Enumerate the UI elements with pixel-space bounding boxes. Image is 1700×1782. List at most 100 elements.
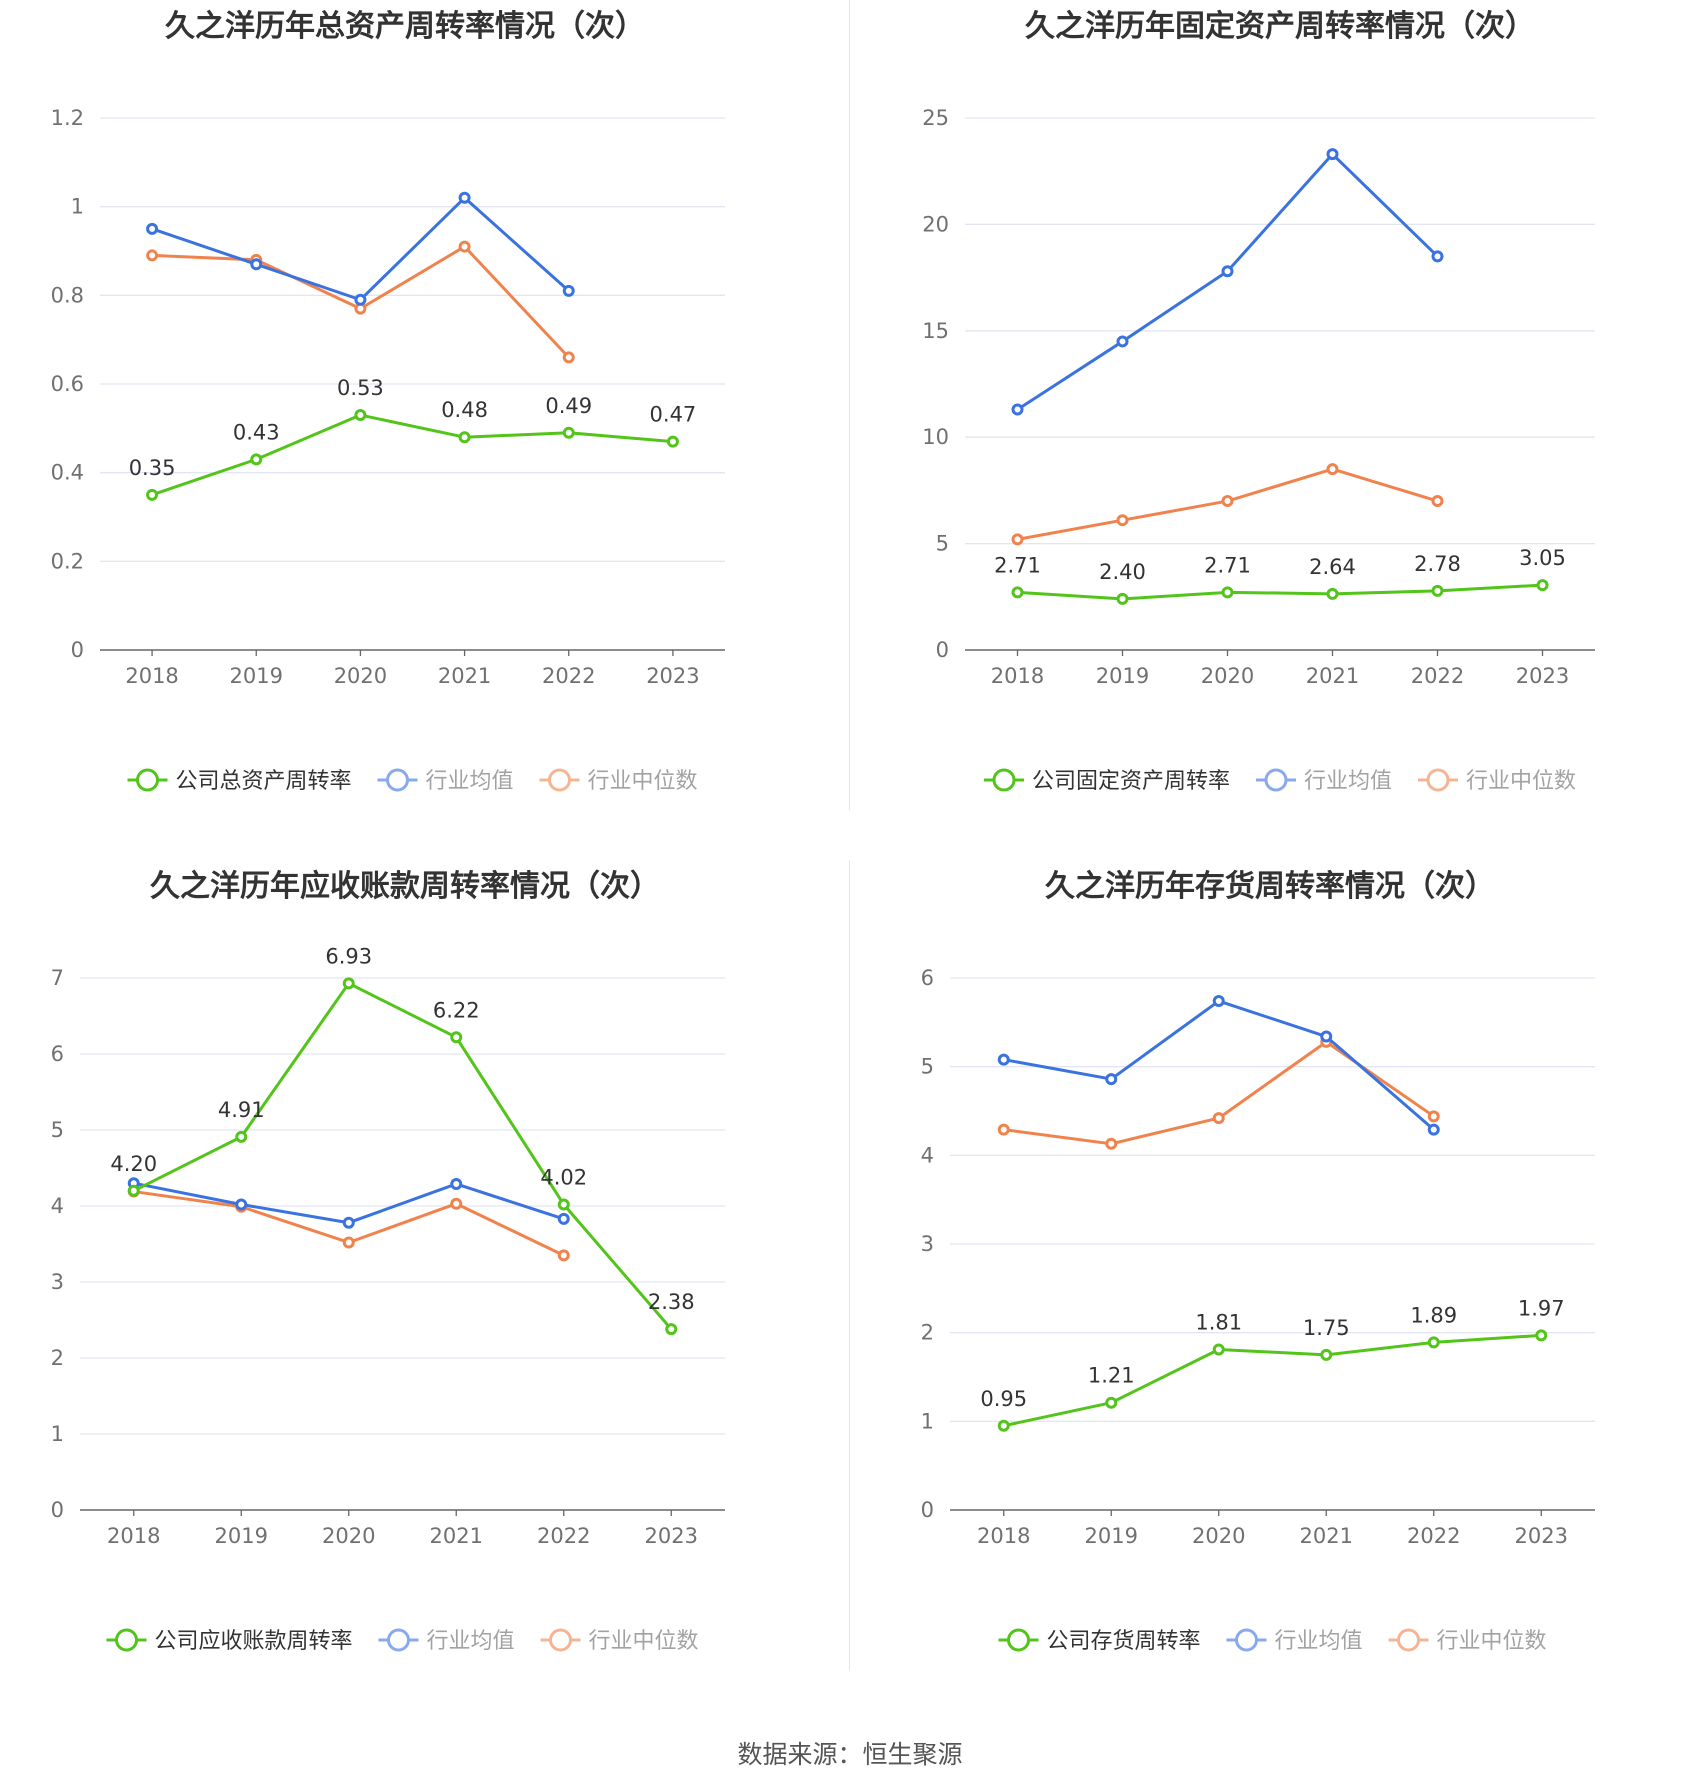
y-tick-label: 4 — [921, 1143, 934, 1167]
legend-circle-icon — [387, 1628, 410, 1652]
legend-item-median: 行业中位数 — [1418, 768, 1576, 794]
x-tick-label: 2023 — [645, 1524, 698, 1548]
data-point-company — [1535, 1329, 1548, 1342]
data-point-company — [557, 1198, 570, 1211]
data-point-avg — [354, 293, 367, 306]
x-tick-label: 2018 — [991, 664, 1044, 688]
data-point-median — [1431, 495, 1444, 508]
legend-circle-icon — [1007, 1628, 1030, 1652]
y-tick-label: 10 — [922, 425, 949, 449]
legend-circle-icon — [992, 768, 1016, 792]
legend-item-median: 行业中位数 — [540, 1628, 699, 1654]
y-tick-label: 25 — [922, 106, 949, 130]
x-tick-label: 2022 — [537, 1524, 590, 1548]
data-point-company — [1011, 586, 1024, 599]
data-point-company — [1116, 592, 1129, 605]
chart-total-asset-turnover: 久之洋历年总资产周转率情况（次） 0 0.2 0.4 0.6 0.8 1 1.2 2018 201… — [51, 9, 725, 794]
data-point-median — [1326, 463, 1339, 476]
data-label: 1.97 — [1518, 1296, 1565, 1320]
x-tick-label: 2021 — [1300, 1524, 1353, 1548]
data-label: 0.47 — [650, 403, 697, 427]
y-tick-label: 0 — [71, 638, 84, 662]
y-tick-label: 0.4 — [51, 461, 84, 485]
data-point-company — [342, 977, 355, 990]
data-label: 2.38 — [648, 1290, 695, 1314]
legend-item-company: 公司应收账款周转率 — [106, 1628, 353, 1654]
y-tick-label: 7 — [51, 966, 64, 990]
legend-item-avg: 行业均值 — [378, 1628, 515, 1654]
legend-circle-icon — [549, 1628, 572, 1652]
data-point-company — [1427, 1336, 1440, 1349]
data-point-avg — [1221, 265, 1234, 278]
data-point-company — [1105, 1396, 1118, 1409]
legend-circle-icon — [548, 768, 571, 792]
data-point-avg — [450, 1177, 463, 1190]
data-point-company — [666, 435, 679, 448]
data-point-company — [146, 488, 159, 501]
data-point-company — [250, 453, 263, 466]
data-point-company — [997, 1419, 1010, 1432]
legend: 公司应收账款周转率 行业均值 行业中位数 — [106, 1628, 699, 1654]
y-tick-label: 3 — [921, 1232, 934, 1256]
data-point-median — [557, 1249, 570, 1262]
data-label: 6.93 — [325, 944, 372, 968]
data-point-company — [235, 1130, 248, 1143]
legend-circle-icon — [1264, 768, 1288, 792]
chart-panel-fixed-asset-turnover: 久之洋历年固定资产周转率情况（次） 0 5 10 15 20 25 2018 2019 2020 2… — [850, 0, 1700, 860]
series-line-company — [1003, 1333, 1542, 1428]
series-line-avg — [151, 196, 570, 302]
y-tick-label: 1.2 — [51, 106, 84, 130]
data-label: 1.81 — [1195, 1311, 1242, 1335]
y-tick-label: 1 — [921, 1409, 934, 1433]
x-tick-label: 2023 — [1515, 1524, 1568, 1548]
data-point-company — [354, 409, 367, 422]
y-tick-label: 1 — [51, 1422, 64, 1446]
data-point-median — [1116, 514, 1129, 527]
legend-circle-icon — [1397, 1628, 1420, 1652]
y-tick-label: 3 — [51, 1270, 64, 1294]
y-tick-label: 0.8 — [51, 283, 84, 307]
legend-label: 行业中位数 — [588, 769, 698, 794]
legend-item-median: 行业中位数 — [539, 768, 698, 794]
x-tick-label: 2021 — [438, 664, 491, 688]
series-line-avg — [1003, 999, 1435, 1131]
data-point-median — [1427, 1110, 1440, 1123]
legend-circle-icon — [386, 768, 409, 792]
legend-circle-icon — [115, 1628, 138, 1652]
legend-item-company: 公司固定资产周转率 — [984, 768, 1230, 794]
data-label: 6.22 — [433, 998, 480, 1022]
series-line-avg — [1016, 152, 1439, 411]
y-tick-label: 6 — [51, 1042, 64, 1066]
chart-panel-inventory-turnover: 久之洋历年存货周转率情况（次） 0 1 2 3 4 5 6 2018 2019 2020 2021 20… — [850, 860, 1700, 1720]
legend-item-avg: 行业均值 — [1226, 1628, 1363, 1654]
data-label: 4.20 — [110, 1152, 157, 1176]
y-tick-label: 2 — [51, 1346, 64, 1370]
series-line-company — [151, 413, 674, 497]
y-tick-label: 15 — [922, 319, 949, 343]
legend-item-avg: 行业均值 — [377, 768, 514, 794]
legend-label: 行业中位数 — [589, 1629, 699, 1654]
legend-label: 公司存货周转率 — [1047, 1629, 1201, 1654]
data-point-company — [1536, 579, 1549, 592]
data-point-avg — [997, 1053, 1010, 1066]
legend: 公司固定资产周转率 行业均值 行业中位数 — [984, 768, 1576, 794]
data-point-median — [342, 1236, 355, 1249]
data-point-avg — [250, 258, 263, 271]
x-tick-label: 2018 — [107, 1524, 160, 1548]
legend-circle-icon — [1235, 1628, 1258, 1652]
vertical-divider-top — [849, 0, 850, 810]
data-point-median — [1212, 1112, 1225, 1125]
y-tick-label: 5 — [936, 532, 949, 556]
chart-inventory-turnover: 久之洋历年存货周转率情况（次） 0 1 2 3 4 5 6 2018 2019 2020 2021 20… — [921, 869, 1595, 1654]
chart-title: 久之洋历年总资产周转率情况（次） — [165, 9, 645, 44]
data-label: 2.64 — [1309, 555, 1356, 579]
series-line-company — [133, 981, 673, 1331]
x-tick-label: 2020 — [1192, 1524, 1245, 1548]
data-point-avg — [458, 191, 471, 204]
data-label: 0.95 — [980, 1387, 1027, 1411]
data-point-avg — [1116, 335, 1129, 348]
data-point-median — [1105, 1137, 1118, 1150]
data-point-median — [1221, 495, 1234, 508]
data-point-median — [450, 1197, 463, 1210]
data-point-avg — [1427, 1123, 1440, 1136]
